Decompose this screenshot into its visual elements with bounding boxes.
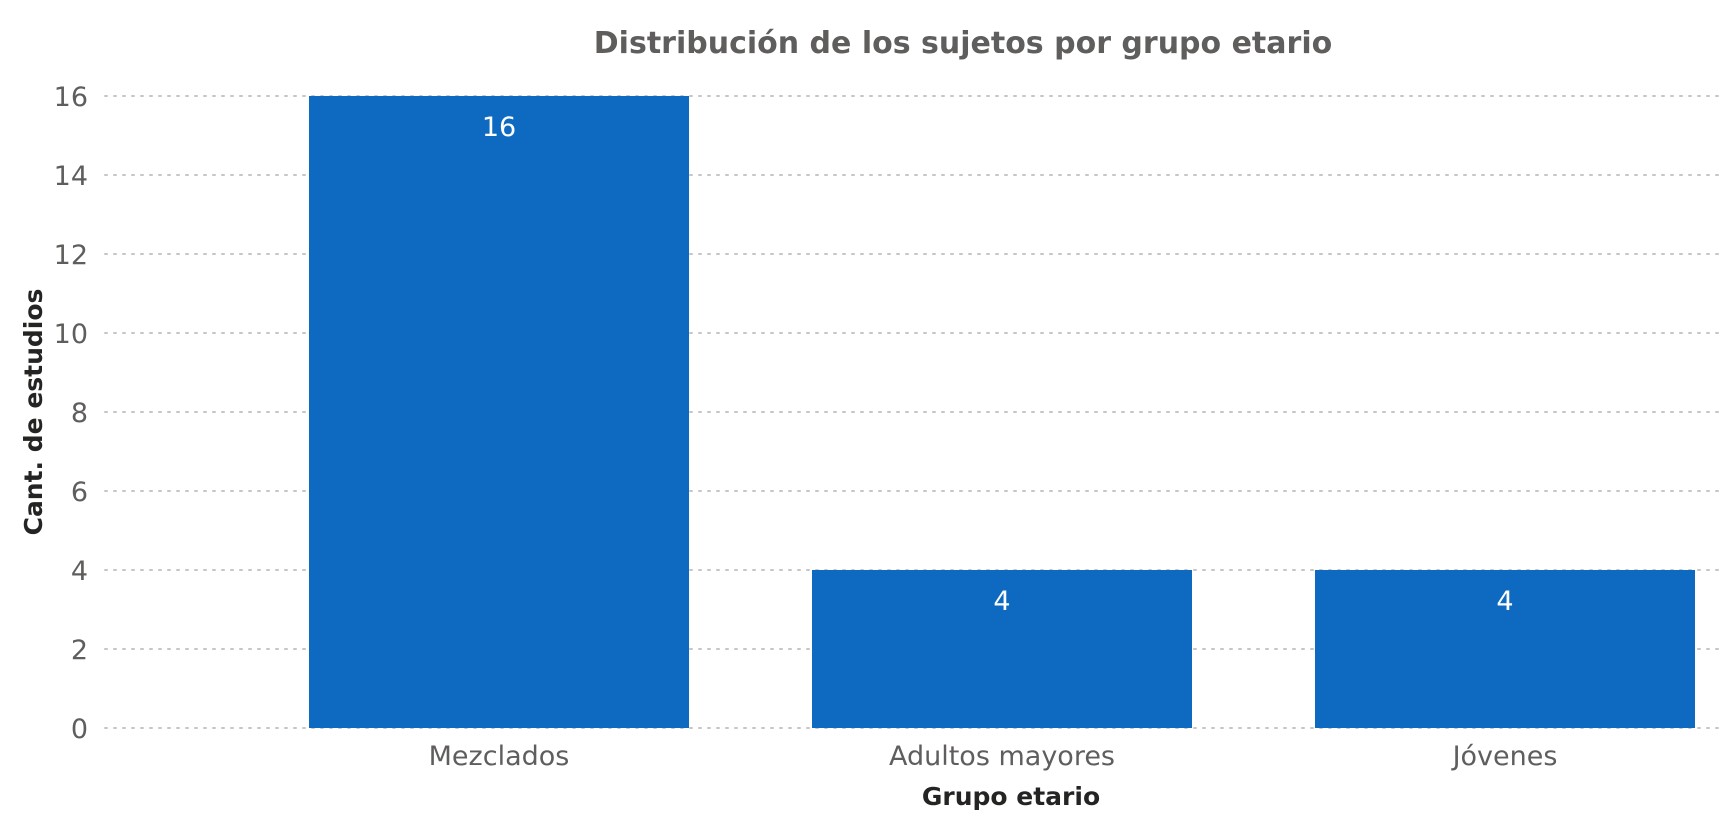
y-tick-label: 16 <box>54 82 88 113</box>
x-axis-title: Grupo etario <box>922 782 1100 811</box>
bars <box>309 96 1695 728</box>
y-tick-label: 2 <box>71 635 88 666</box>
data-labels: 164 4 <box>482 112 1514 617</box>
y-tick-label: 0 <box>71 714 88 745</box>
chart-title: Distribución de los sujetos por grupo et… <box>594 26 1332 61</box>
x-tick-label: Adultos mayores <box>889 741 1115 772</box>
y-tick-label: 6 <box>71 477 88 508</box>
y-tick-label: 4 <box>71 556 88 587</box>
y-tick-label: 10 <box>54 319 88 350</box>
data-label: 4 <box>993 586 1010 617</box>
data-label: 16 <box>482 112 516 143</box>
x-axis-ticks: Mezclados Adultos mayores Jóvenes <box>429 741 1558 772</box>
y-axis-title: Cant. de estudios <box>19 289 48 536</box>
data-label: 4 <box>1496 586 1513 617</box>
bar-jóvenes[interactable] <box>1315 570 1695 728</box>
bar-mezclados[interactable] <box>309 96 689 728</box>
y-axis-ticks: 0 2 4 6 8 10 12 14 16 <box>54 82 88 745</box>
y-tick-label: 12 <box>54 240 88 271</box>
x-tick-label: Mezclados <box>429 741 570 772</box>
bar-adultos-mayores[interactable] <box>812 570 1192 728</box>
x-tick-label: Jóvenes <box>1451 741 1558 772</box>
y-tick-label: 14 <box>54 161 88 192</box>
y-tick-label: 8 <box>71 398 88 429</box>
